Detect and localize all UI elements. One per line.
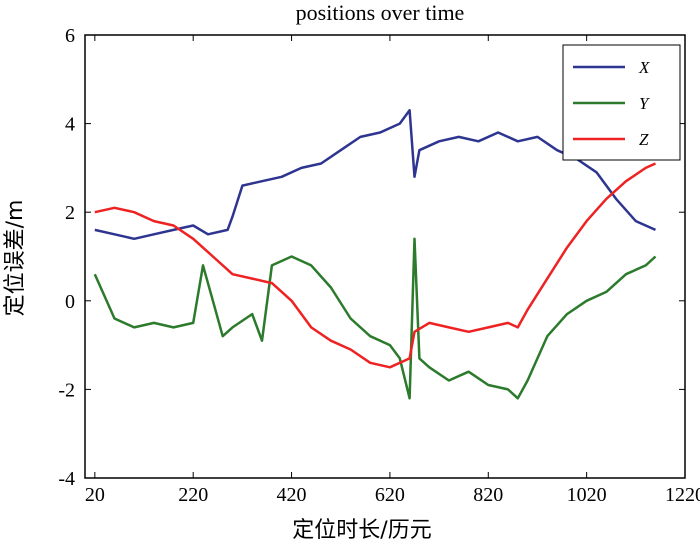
y-tick-label: 6 [65, 25, 75, 47]
x-tick-label: 1020 [567, 484, 607, 506]
x-tick-label: 620 [375, 484, 405, 506]
x-tick-label: 20 [85, 484, 105, 506]
x-tick-label: 420 [277, 484, 307, 506]
y-axis-label: 定位误差/m [3, 200, 28, 317]
x-tick-label: 220 [178, 484, 208, 506]
legend-label-x: X [638, 58, 650, 77]
ticks: 20 220 420 620 820 1020 1220 -4 -2 0 2 4 6 [58, 25, 700, 506]
legend-label-y: Y [639, 94, 650, 113]
plot-lines [93, 109, 657, 400]
series-line-x [94, 109, 657, 241]
y-tick-label: -4 [58, 468, 75, 490]
x-tick-label: 1220 [665, 484, 700, 506]
y-tick-label: 0 [65, 291, 75, 313]
y-tick-label: 2 [65, 202, 75, 224]
plot-frame [84, 34, 686, 479]
series-line-y [93, 237, 657, 400]
y-tick-label: 4 [65, 114, 75, 136]
series-line-z [94, 162, 657, 369]
chart-title: positions over time [296, 0, 465, 25]
legend-label-z: Z [639, 130, 649, 149]
legend: XYZ [562, 44, 681, 161]
x-tick-label: 820 [473, 484, 503, 506]
y-tick-label: -2 [58, 379, 75, 401]
x-axis-label: 定位时长/历元 [292, 518, 431, 543]
